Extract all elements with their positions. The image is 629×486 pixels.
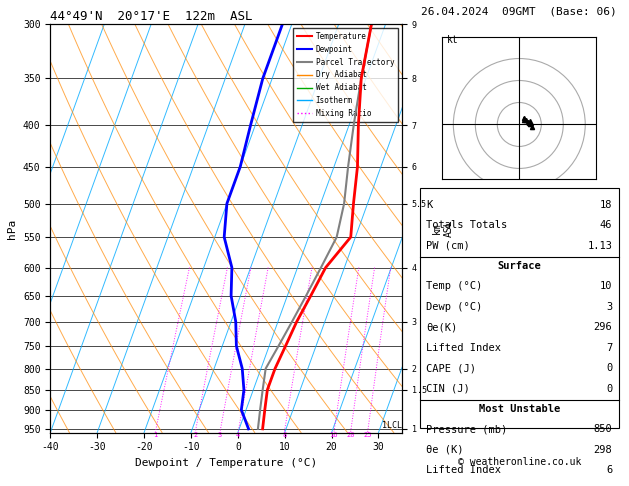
Text: 850: 850 xyxy=(594,424,613,434)
Text: CAPE (J): CAPE (J) xyxy=(426,363,476,373)
Text: PW (cm): PW (cm) xyxy=(426,241,470,251)
Text: Pressure (mb): Pressure (mb) xyxy=(426,424,508,434)
Text: 0: 0 xyxy=(606,363,613,373)
Text: Totals Totals: Totals Totals xyxy=(426,220,508,230)
Text: 0: 0 xyxy=(606,383,613,394)
Text: 296: 296 xyxy=(594,322,613,332)
Text: 18: 18 xyxy=(600,200,613,210)
Text: kt: kt xyxy=(447,35,459,45)
Text: 2: 2 xyxy=(193,432,198,437)
Text: Lifted Index: Lifted Index xyxy=(426,465,501,475)
Text: 6: 6 xyxy=(606,465,613,475)
Legend: Temperature, Dewpoint, Parcel Trajectory, Dry Adiabat, Wet Adiabat, Isotherm, Mi: Temperature, Dewpoint, Parcel Trajectory… xyxy=(292,28,398,122)
Text: 20: 20 xyxy=(347,432,355,437)
Text: 8: 8 xyxy=(282,432,286,437)
Text: θe (K): θe (K) xyxy=(426,445,464,455)
Text: 25: 25 xyxy=(364,432,372,437)
Text: 26.04.2024  09GMT  (Base: 06): 26.04.2024 09GMT (Base: 06) xyxy=(421,6,617,16)
Text: Most Unstable: Most Unstable xyxy=(479,404,560,414)
Y-axis label: hPa: hPa xyxy=(8,218,18,239)
Text: Lifted Index: Lifted Index xyxy=(426,343,501,353)
Text: 3: 3 xyxy=(218,432,222,437)
Text: Dewp (°C): Dewp (°C) xyxy=(426,302,482,312)
Text: 1.13: 1.13 xyxy=(587,241,613,251)
Text: 298: 298 xyxy=(594,445,613,455)
X-axis label: Dewpoint / Temperature (°C): Dewpoint / Temperature (°C) xyxy=(135,458,317,468)
Text: 4: 4 xyxy=(236,432,240,437)
Y-axis label: km
ASL: km ASL xyxy=(432,220,454,237)
Text: 1LCL: 1LCL xyxy=(382,421,402,430)
Text: 7: 7 xyxy=(606,343,613,353)
Text: Temp (°C): Temp (°C) xyxy=(426,281,482,292)
Text: 46: 46 xyxy=(600,220,613,230)
Text: 44°49'N  20°17'E  122m  ASL: 44°49'N 20°17'E 122m ASL xyxy=(50,10,253,23)
Text: 10: 10 xyxy=(600,281,613,292)
Text: © weatheronline.co.uk: © weatheronline.co.uk xyxy=(458,457,581,467)
Text: θe(K): θe(K) xyxy=(426,322,457,332)
Text: Surface: Surface xyxy=(498,261,541,271)
Text: CIN (J): CIN (J) xyxy=(426,383,470,394)
Text: 1: 1 xyxy=(153,432,157,437)
Text: 3: 3 xyxy=(606,302,613,312)
Text: K: K xyxy=(426,200,433,210)
Text: 16: 16 xyxy=(330,432,338,437)
